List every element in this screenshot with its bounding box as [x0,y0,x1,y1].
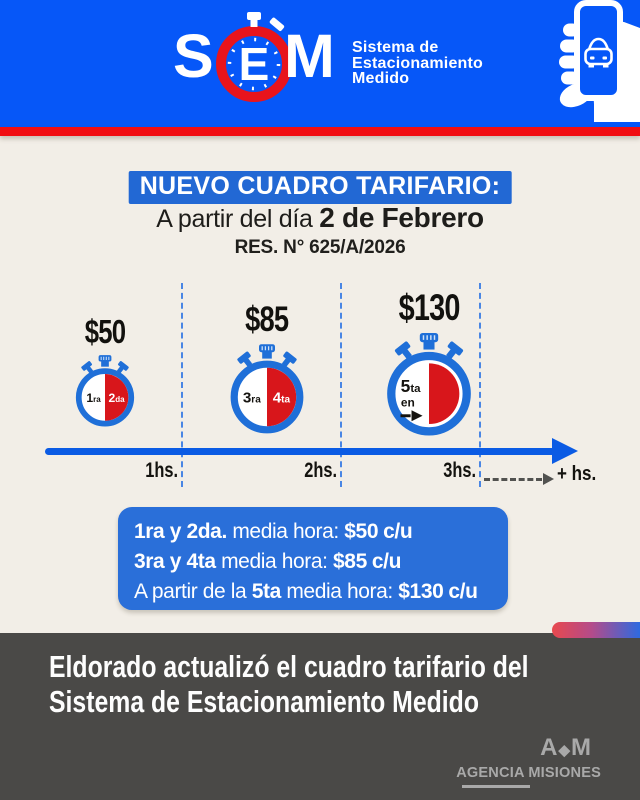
more-hours-label: + hs. [557,463,597,485]
tier-3: $130 5ta en [354,287,504,436]
agency-underline [462,785,530,788]
headline-line-1: Eldorado actualizó el cuadro tarifario d… [49,649,529,684]
resolution-number: RES. N° 625/A/2026 [234,237,406,258]
tagline-line: Estacionamiento [352,54,484,72]
onward-arrow-icon [400,410,423,422]
logo-letter-e: E [239,38,270,90]
agency-name: AGENCIA MISIONES [456,764,602,781]
timeline-arrowhead-icon [552,438,578,464]
red-divider [0,127,640,136]
stopwatch-1-icon: 1ra 2da [75,355,135,427]
svg-text:1ra: 1ra [86,391,101,405]
tagline-line: Sistema de [352,39,439,56]
more-hours-arrowhead-icon [543,473,554,485]
effective-date: A partir del día 2 de Febrero [0,202,640,234]
more-hours-dashed-arrow [484,478,542,481]
svg-text:3ra: 3ra [243,390,261,407]
stopwatch-3-icon: 5ta en [387,333,471,436]
tier-1: $50 1ra 2da [30,313,180,427]
date-bold: 2 de Febrero [319,202,484,233]
agency-mark: A◆M [540,734,592,761]
tier-1-price: $50 [84,313,126,350]
tier-2-price: $85 [245,300,289,339]
stopwatch-2-icon: 3ra 4ta [230,344,304,434]
tariff-banner: NUEVO CUADRO TARIFARIO: [128,171,512,204]
hand-phone-car-icon [559,0,640,122]
headline-line-2: Sistema de Estacionamiento Medido [49,684,479,719]
svg-text:en: en [401,396,415,410]
stopwatch-pusher-icon [269,17,285,31]
stopwatch-ring-icon [216,26,292,102]
tier-2: $85 3ra 4ta [192,300,342,434]
diamond-icon: ◆ [558,742,571,759]
news-headline: Eldorado actualizó el cuadro tarifario d… [49,649,529,719]
sem-logo: S E M [173,12,335,102]
dashed-separator [340,283,342,487]
timeline-mark-3h: 3hs. [443,459,476,482]
svg-text:5ta: 5ta [401,376,422,396]
news-caption-band [0,633,640,800]
dashed-separator [181,283,183,487]
rates-summary-box: 1ra y 2da. media hora: $50 c/u 3ra y 4ta … [118,507,508,610]
stopwatch-ticks-icon [227,37,281,91]
rate-line-2: 3ra y 4ta media hora: $85 c/u [134,550,402,573]
timeline-mark-2h: 2hs. [304,459,337,482]
timeline-bar [45,448,555,455]
dashed-separator [479,283,481,487]
svg-text:2da: 2da [108,391,125,405]
logo-letter-m: M [284,22,335,90]
header-band: S E M Sistema de Estacionamiento Medido [0,0,640,127]
logo-letter-s: S [173,22,214,90]
svg-text:4ta: 4ta [273,390,291,407]
accent-gradient-bar [552,622,640,638]
car-icon [584,37,613,66]
tier-3-price: $130 [398,287,460,328]
rate-line-3: A partir de la 5ta media hora: $130 c/u [134,580,478,603]
rate-line-1: 1ra y 2da. media hora: $50 c/u [134,520,413,543]
tagline-line: Medido [352,70,410,87]
stopwatch-crown-icon [247,12,261,20]
brand-tagline: Sistema de Estacionamiento Medido [352,40,483,87]
date-prefix: A partir del día [156,205,320,233]
timeline-mark-1h: 1hs. [145,459,178,482]
agency-logo: A◆M AGENCIA MISIONES [452,734,602,788]
